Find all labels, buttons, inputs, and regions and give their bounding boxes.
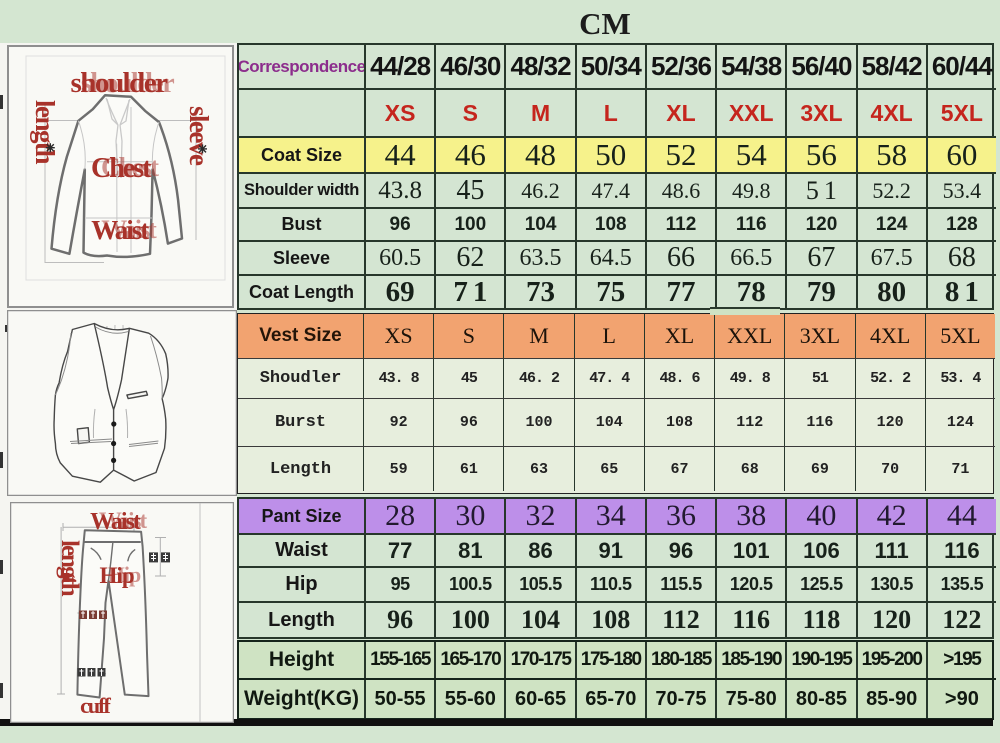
svg-text:sleeve: sleeve: [184, 106, 214, 166]
svg-text:cuff: cuff: [80, 693, 111, 718]
svg-text:Waist: Waist: [90, 509, 141, 535]
svg-text:length: length: [30, 100, 60, 164]
svg-text:Chest: Chest: [91, 153, 152, 184]
svg-text:Waist: Waist: [101, 215, 157, 244]
svg-text:shoulder: shoulder: [71, 67, 169, 99]
svg-text:Hip: Hip: [108, 562, 141, 587]
svg-text:Hip: Hip: [100, 563, 134, 588]
svg-text:shoulder: shoulder: [81, 68, 174, 99]
svg-text:Waist: Waist: [91, 215, 149, 245]
svg-text:length: length: [56, 540, 83, 597]
svg-text:Chest: Chest: [101, 152, 159, 182]
svg-text:Waist: Waist: [99, 508, 148, 533]
